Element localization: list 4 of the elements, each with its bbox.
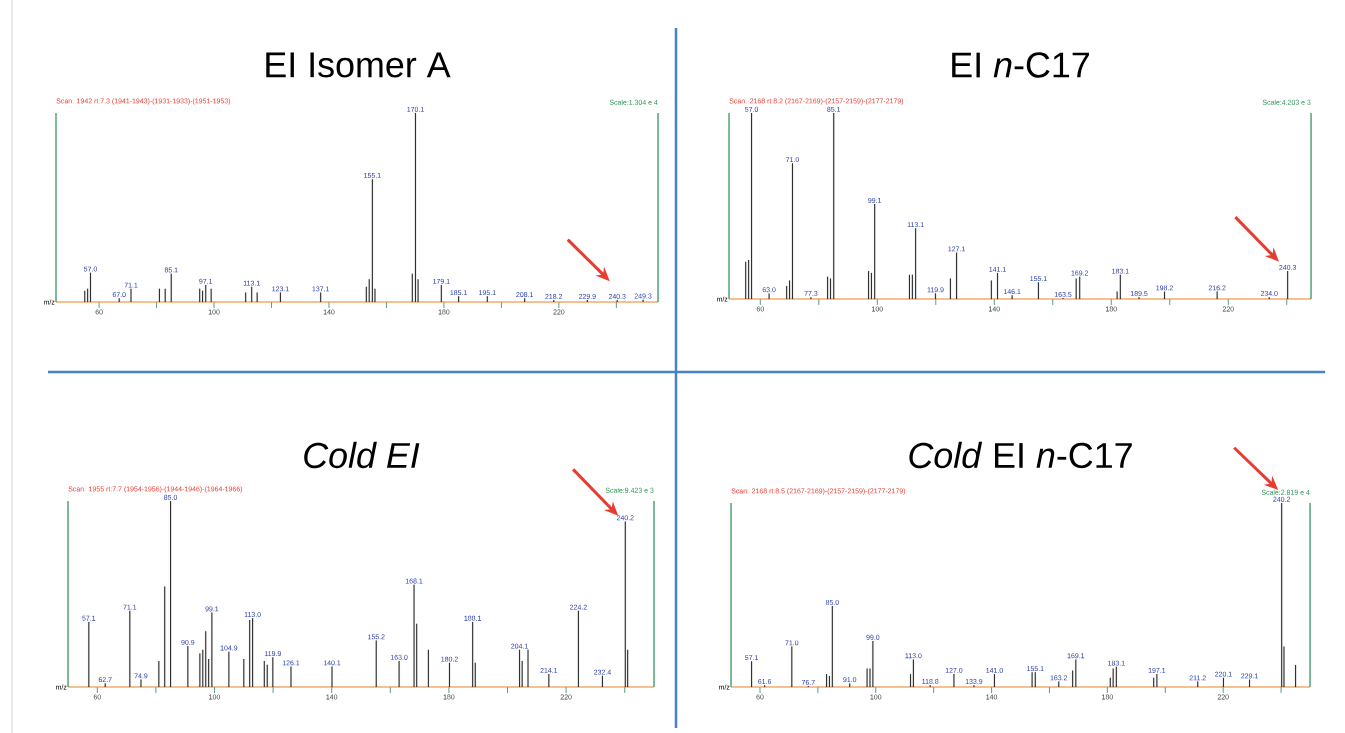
chart-title: Cold EI n-C17 <box>909 441 1132 469</box>
chart-title: EI Isomer A <box>266 52 451 78</box>
chart-title: EI n-C17 <box>952 52 1089 78</box>
chart-title: Cold EI <box>304 441 420 469</box>
